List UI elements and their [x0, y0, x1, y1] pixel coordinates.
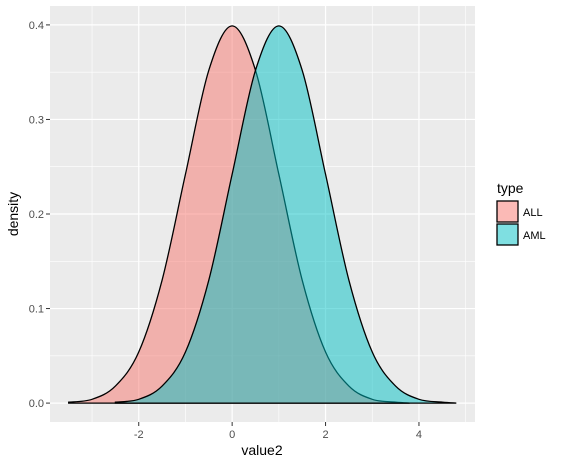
x-tick-label: 4: [416, 429, 422, 441]
legend-swatch-aml: [496, 223, 519, 246]
y-axis-ticks: 0.0 0.1 0.2 0.3 0.4: [29, 20, 50, 410]
legend-label-aml: AML: [523, 230, 546, 242]
x-tick-label: -2: [134, 429, 144, 441]
y-tick-label: 0.2: [29, 209, 44, 221]
y-tick-label: 0.0: [29, 398, 44, 410]
x-tick-label: 0: [229, 429, 235, 441]
y-axis-title: density: [5, 192, 21, 236]
legend-label-all: ALL: [523, 207, 543, 219]
legend: type ALL AML: [496, 180, 546, 246]
x-axis-title: value2: [241, 442, 282, 458]
y-tick-label: 0.4: [29, 20, 44, 32]
y-tick-label: 0.3: [29, 114, 44, 126]
legend-swatch-all: [496, 200, 519, 223]
legend-title: type: [497, 180, 524, 196]
x-axis-ticks: -2 0 2 4: [134, 422, 422, 441]
x-tick-label: 2: [322, 429, 328, 441]
y-tick-label: 0.1: [29, 304, 44, 316]
density-area-aml: [114, 25, 457, 404]
density-areas: [68, 25, 457, 404]
